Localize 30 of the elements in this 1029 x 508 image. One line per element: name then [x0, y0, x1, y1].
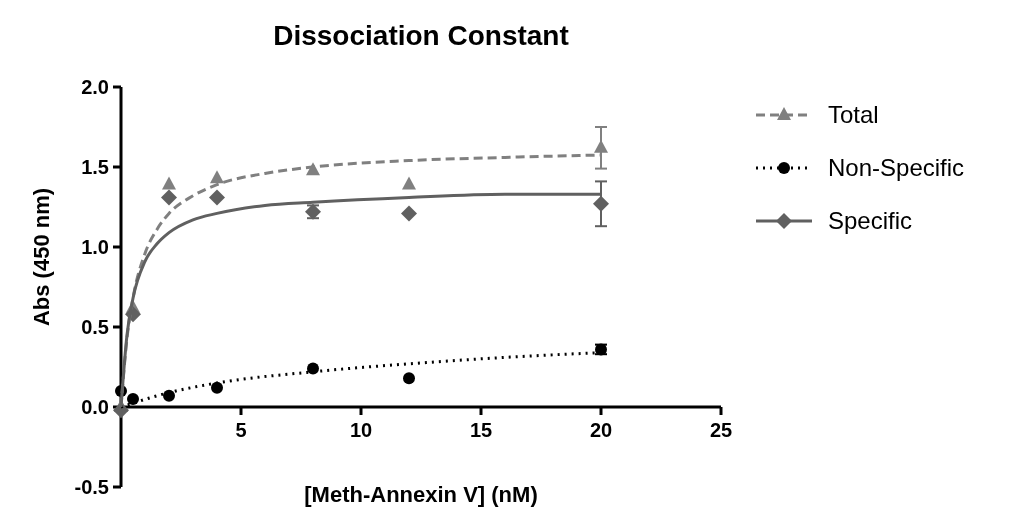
point: [162, 176, 176, 190]
point: [209, 189, 225, 206]
point: [402, 176, 416, 190]
point: [307, 362, 319, 375]
point: [113, 402, 129, 419]
x-axis-title: [Meth-Annexin V] (nM): [304, 482, 538, 507]
point: [593, 195, 609, 212]
legend-label: Non-Specific: [828, 154, 965, 182]
point: [161, 189, 177, 206]
y-tick-label: 2.0: [81, 76, 109, 98]
y-tick-label: 0.5: [81, 316, 109, 338]
y-tick-label: 0.0: [81, 396, 109, 418]
chart-title: Dissociation Constant: [273, 20, 569, 51]
point: [211, 381, 223, 394]
x-tick-label: 25: [709, 419, 733, 441]
x-tick-label: 10: [349, 419, 373, 441]
point: [163, 389, 175, 402]
y-tick-label: 1.5: [81, 156, 109, 178]
legend-label: Total: [828, 101, 879, 129]
y-tick-label: -0.5: [74, 476, 109, 498]
y-tick-label: 1.0: [81, 236, 109, 258]
legend-label: Specific: [828, 207, 913, 235]
point: [127, 393, 139, 405]
x-tick-label: 5: [235, 419, 247, 441]
x-tick-label: 20: [589, 419, 613, 441]
y-axis-title: Abs (450 nm): [29, 187, 54, 327]
point: [401, 205, 417, 222]
point: [403, 372, 415, 385]
point: [210, 170, 224, 184]
x-tick-label: 15: [469, 419, 493, 441]
